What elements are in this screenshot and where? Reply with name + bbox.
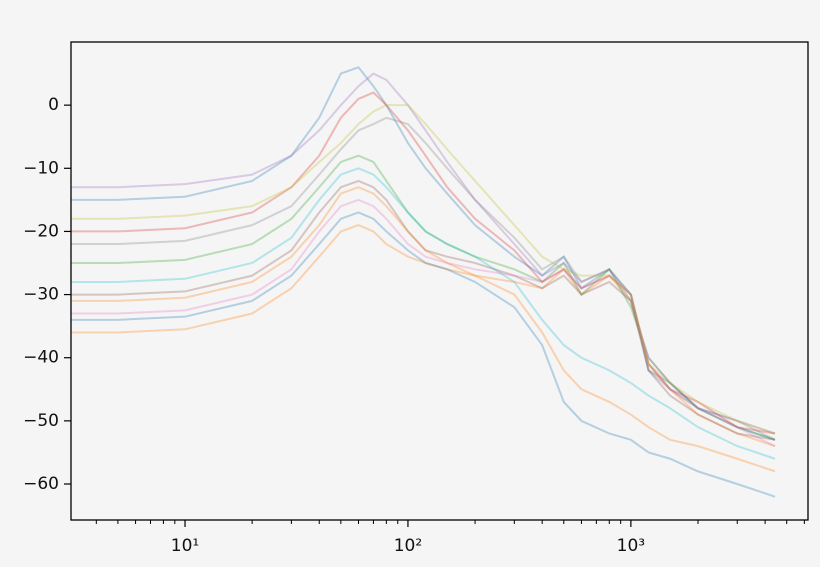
axes-frame <box>70 41 809 521</box>
y-tick-label: −60 <box>23 474 59 494</box>
data-line <box>71 104 776 435</box>
data-line <box>71 154 776 441</box>
data-line <box>71 66 776 441</box>
y-tick-label: −30 <box>23 285 59 305</box>
data-line <box>71 91 776 435</box>
x-tick-label: 10² <box>394 536 422 556</box>
data-line <box>71 72 776 435</box>
y-tick-label: −20 <box>23 221 59 241</box>
data-line <box>71 179 776 441</box>
data-line <box>71 224 776 448</box>
data-line <box>71 211 776 498</box>
plot-area <box>71 66 776 498</box>
y-tick-label: 0 <box>48 95 59 115</box>
data-line <box>71 116 776 441</box>
x-tick-label: 10¹ <box>171 536 199 556</box>
y-tick-label: −40 <box>23 348 59 368</box>
y-tick-label: −50 <box>23 411 59 431</box>
data-line <box>71 186 776 473</box>
data-line <box>71 167 776 460</box>
y-tick-label: −10 <box>23 158 59 178</box>
x-tick-label: 10³ <box>617 536 645 556</box>
data-line <box>71 198 776 448</box>
